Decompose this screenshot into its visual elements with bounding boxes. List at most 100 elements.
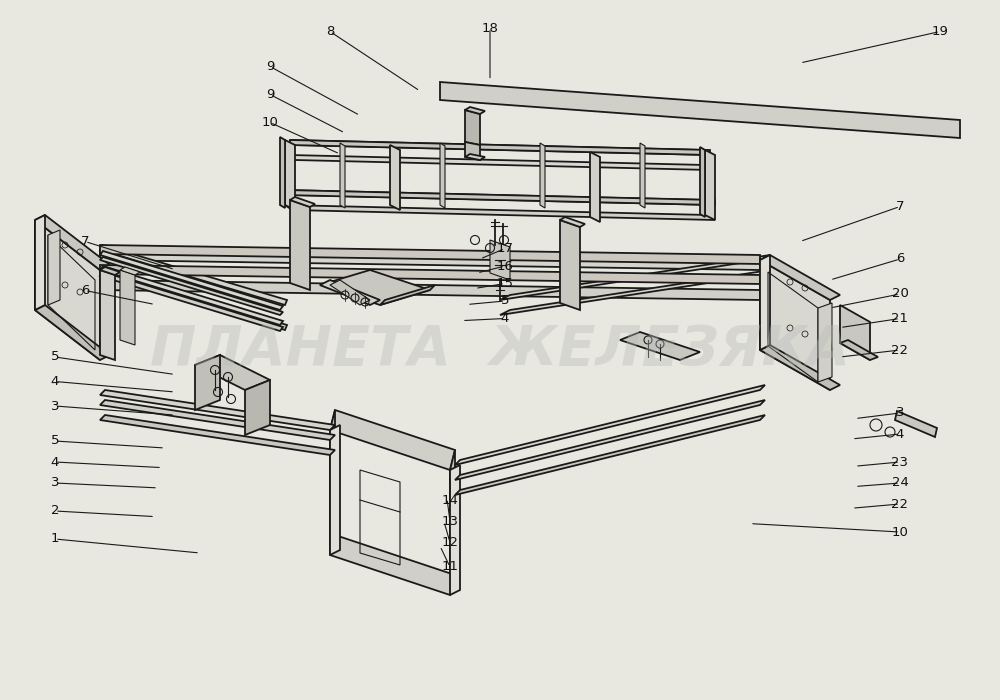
Text: 6: 6 — [896, 253, 904, 265]
Polygon shape — [760, 255, 770, 350]
Polygon shape — [380, 285, 435, 305]
Polygon shape — [35, 215, 45, 310]
Polygon shape — [540, 143, 545, 208]
Polygon shape — [195, 355, 270, 390]
Polygon shape — [330, 425, 340, 555]
Polygon shape — [895, 411, 937, 437]
Polygon shape — [700, 147, 705, 217]
Text: 18: 18 — [482, 22, 498, 34]
Polygon shape — [840, 305, 870, 360]
Text: 21: 21 — [892, 312, 908, 325]
Polygon shape — [100, 415, 335, 455]
Text: 3: 3 — [51, 477, 59, 489]
Text: 19: 19 — [932, 25, 948, 38]
Polygon shape — [100, 390, 335, 430]
Text: 4: 4 — [501, 312, 509, 325]
Polygon shape — [330, 535, 455, 595]
Polygon shape — [245, 380, 270, 435]
Polygon shape — [48, 230, 60, 305]
Polygon shape — [450, 450, 455, 595]
Text: 7: 7 — [81, 235, 89, 248]
Text: 12: 12 — [442, 536, 458, 549]
Text: 15: 15 — [496, 277, 514, 290]
Text: 9: 9 — [266, 88, 274, 101]
Polygon shape — [100, 400, 335, 440]
Polygon shape — [705, 150, 715, 220]
Polygon shape — [100, 266, 283, 325]
Polygon shape — [100, 280, 760, 300]
Polygon shape — [620, 332, 700, 360]
Text: ПЛАНЕТА  ЖЕЛЕЗЯКА: ПЛАНЕТА ЖЕЛЕЗЯКА — [150, 323, 850, 377]
Text: 1: 1 — [51, 533, 59, 545]
Polygon shape — [285, 190, 715, 205]
Text: 13: 13 — [442, 515, 458, 528]
Text: 5: 5 — [501, 295, 509, 307]
Polygon shape — [818, 303, 832, 382]
Polygon shape — [100, 272, 283, 331]
Polygon shape — [340, 143, 345, 208]
Polygon shape — [760, 255, 840, 300]
Text: 4: 4 — [896, 428, 904, 440]
Polygon shape — [195, 355, 220, 410]
Text: 14: 14 — [442, 494, 458, 507]
Polygon shape — [100, 270, 287, 330]
Polygon shape — [440, 143, 445, 208]
Polygon shape — [100, 265, 760, 284]
Text: 6: 6 — [81, 284, 89, 297]
Polygon shape — [290, 200, 310, 290]
Polygon shape — [320, 280, 380, 305]
Polygon shape — [465, 110, 480, 145]
Polygon shape — [35, 305, 110, 360]
Polygon shape — [760, 345, 840, 390]
Polygon shape — [285, 190, 715, 205]
Polygon shape — [455, 415, 765, 495]
Polygon shape — [840, 340, 878, 360]
Polygon shape — [100, 257, 283, 315]
Polygon shape — [100, 251, 283, 310]
Polygon shape — [35, 215, 110, 270]
Polygon shape — [465, 154, 485, 160]
Text: 2: 2 — [51, 505, 59, 517]
Polygon shape — [330, 410, 335, 555]
Polygon shape — [120, 270, 135, 345]
Text: 3: 3 — [51, 400, 59, 412]
Text: 10: 10 — [892, 526, 908, 538]
Text: 22: 22 — [892, 344, 908, 356]
Polygon shape — [465, 107, 485, 114]
Text: 24: 24 — [892, 477, 908, 489]
Polygon shape — [290, 140, 710, 155]
Polygon shape — [640, 143, 645, 208]
Polygon shape — [290, 140, 710, 155]
Polygon shape — [455, 400, 765, 480]
Polygon shape — [280, 137, 285, 208]
Polygon shape — [330, 280, 370, 305]
Polygon shape — [560, 220, 580, 310]
Polygon shape — [440, 82, 960, 138]
Text: 4: 4 — [51, 456, 59, 468]
Polygon shape — [285, 140, 295, 210]
Text: 17: 17 — [496, 242, 514, 255]
Text: 20: 20 — [892, 288, 908, 300]
Polygon shape — [100, 267, 120, 275]
Text: 8: 8 — [326, 25, 334, 38]
Polygon shape — [290, 197, 315, 207]
Text: 16: 16 — [497, 260, 513, 272]
Polygon shape — [390, 145, 400, 210]
Text: 23: 23 — [892, 456, 908, 468]
Text: 22: 22 — [892, 498, 908, 510]
Text: 10: 10 — [262, 116, 278, 129]
Polygon shape — [560, 217, 585, 227]
Polygon shape — [455, 385, 765, 465]
Polygon shape — [100, 245, 760, 264]
Text: 5: 5 — [51, 351, 59, 363]
Polygon shape — [760, 260, 830, 390]
Polygon shape — [285, 205, 715, 220]
Polygon shape — [450, 465, 460, 595]
Polygon shape — [100, 245, 287, 305]
Polygon shape — [590, 152, 600, 222]
Polygon shape — [100, 250, 760, 270]
Polygon shape — [35, 220, 100, 360]
Text: 7: 7 — [896, 200, 904, 213]
Text: 9: 9 — [266, 60, 274, 73]
Polygon shape — [330, 410, 455, 470]
